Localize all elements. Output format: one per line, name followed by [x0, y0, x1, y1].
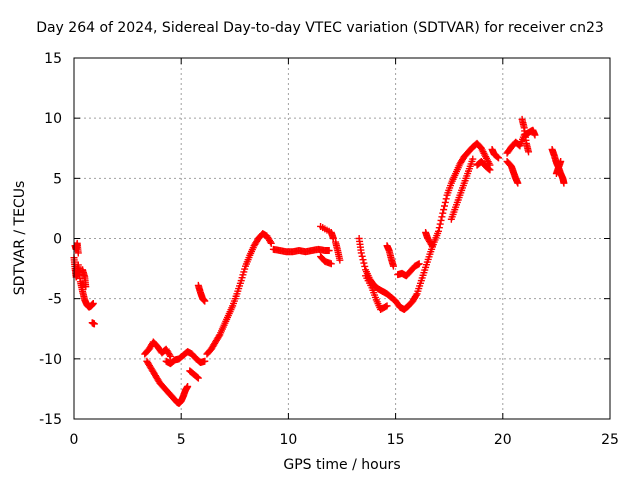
data-point — [525, 148, 533, 156]
data-point — [428, 242, 436, 250]
data-point — [361, 262, 369, 270]
y-tick-label: 5 — [53, 171, 62, 187]
data-point — [327, 260, 335, 268]
x-tick-label: 15 — [387, 432, 405, 448]
data-point — [82, 283, 90, 291]
data-point — [336, 256, 344, 264]
data-point — [360, 259, 368, 267]
data-point — [531, 131, 539, 139]
data-point — [267, 239, 275, 247]
x-tick-label: 25 — [601, 432, 619, 448]
data-point — [560, 179, 568, 187]
data-point — [329, 235, 337, 242]
data-point — [359, 256, 367, 264]
data-point — [382, 303, 390, 311]
y-tick-label: -15 — [39, 412, 62, 428]
data-point — [389, 262, 397, 270]
y-tick-label: 10 — [44, 111, 62, 127]
data-point — [494, 153, 502, 161]
data-point — [415, 260, 423, 268]
data-point — [495, 154, 503, 162]
x-tick-label: 5 — [177, 432, 186, 448]
data-point — [436, 220, 444, 228]
data-point — [557, 157, 565, 165]
data-points — [70, 115, 568, 407]
data-point — [193, 373, 201, 381]
data-point — [184, 383, 192, 391]
data-point — [383, 302, 391, 310]
data-point — [440, 206, 448, 214]
data-point — [442, 195, 450, 203]
data-point — [485, 165, 493, 173]
x-tick-label: 10 — [279, 432, 297, 448]
data-point — [486, 166, 494, 174]
data-point — [439, 209, 447, 217]
data-point — [194, 374, 202, 382]
data-point — [166, 352, 174, 360]
data-point — [358, 252, 366, 260]
y-tick-label: 0 — [53, 232, 62, 248]
y-tick-label: -10 — [39, 352, 62, 368]
chart-title: Day 264 of 2024, Sidereal Day-to-day VTE… — [36, 20, 604, 36]
data-point — [438, 213, 446, 221]
data-point — [325, 247, 333, 255]
data-point — [201, 297, 209, 305]
x-tick-label: 20 — [494, 432, 512, 448]
data-point — [440, 202, 448, 210]
data-point — [357, 249, 365, 257]
x-axis-label: GPS time / hours — [283, 457, 401, 473]
data-point — [90, 320, 98, 328]
data-point — [435, 224, 443, 232]
data-point — [514, 179, 522, 187]
grid-lines — [74, 58, 610, 419]
data-point — [434, 227, 442, 235]
data-point — [437, 216, 445, 224]
y-tick-label: -5 — [48, 292, 62, 308]
y-tick-label: 15 — [44, 51, 62, 67]
data-point — [166, 351, 174, 359]
axis-ticks: 0 5 10 15 20 25 -15 -10 -5 0 5 10 15 — [39, 51, 619, 448]
data-point — [427, 240, 435, 248]
data-point — [441, 198, 449, 206]
data-point — [412, 291, 420, 299]
data-point — [266, 238, 274, 246]
data-point — [74, 249, 82, 257]
data-point — [469, 155, 477, 163]
x-tick-label: 0 — [70, 432, 79, 448]
data-point — [201, 357, 209, 365]
data-point — [89, 299, 97, 307]
